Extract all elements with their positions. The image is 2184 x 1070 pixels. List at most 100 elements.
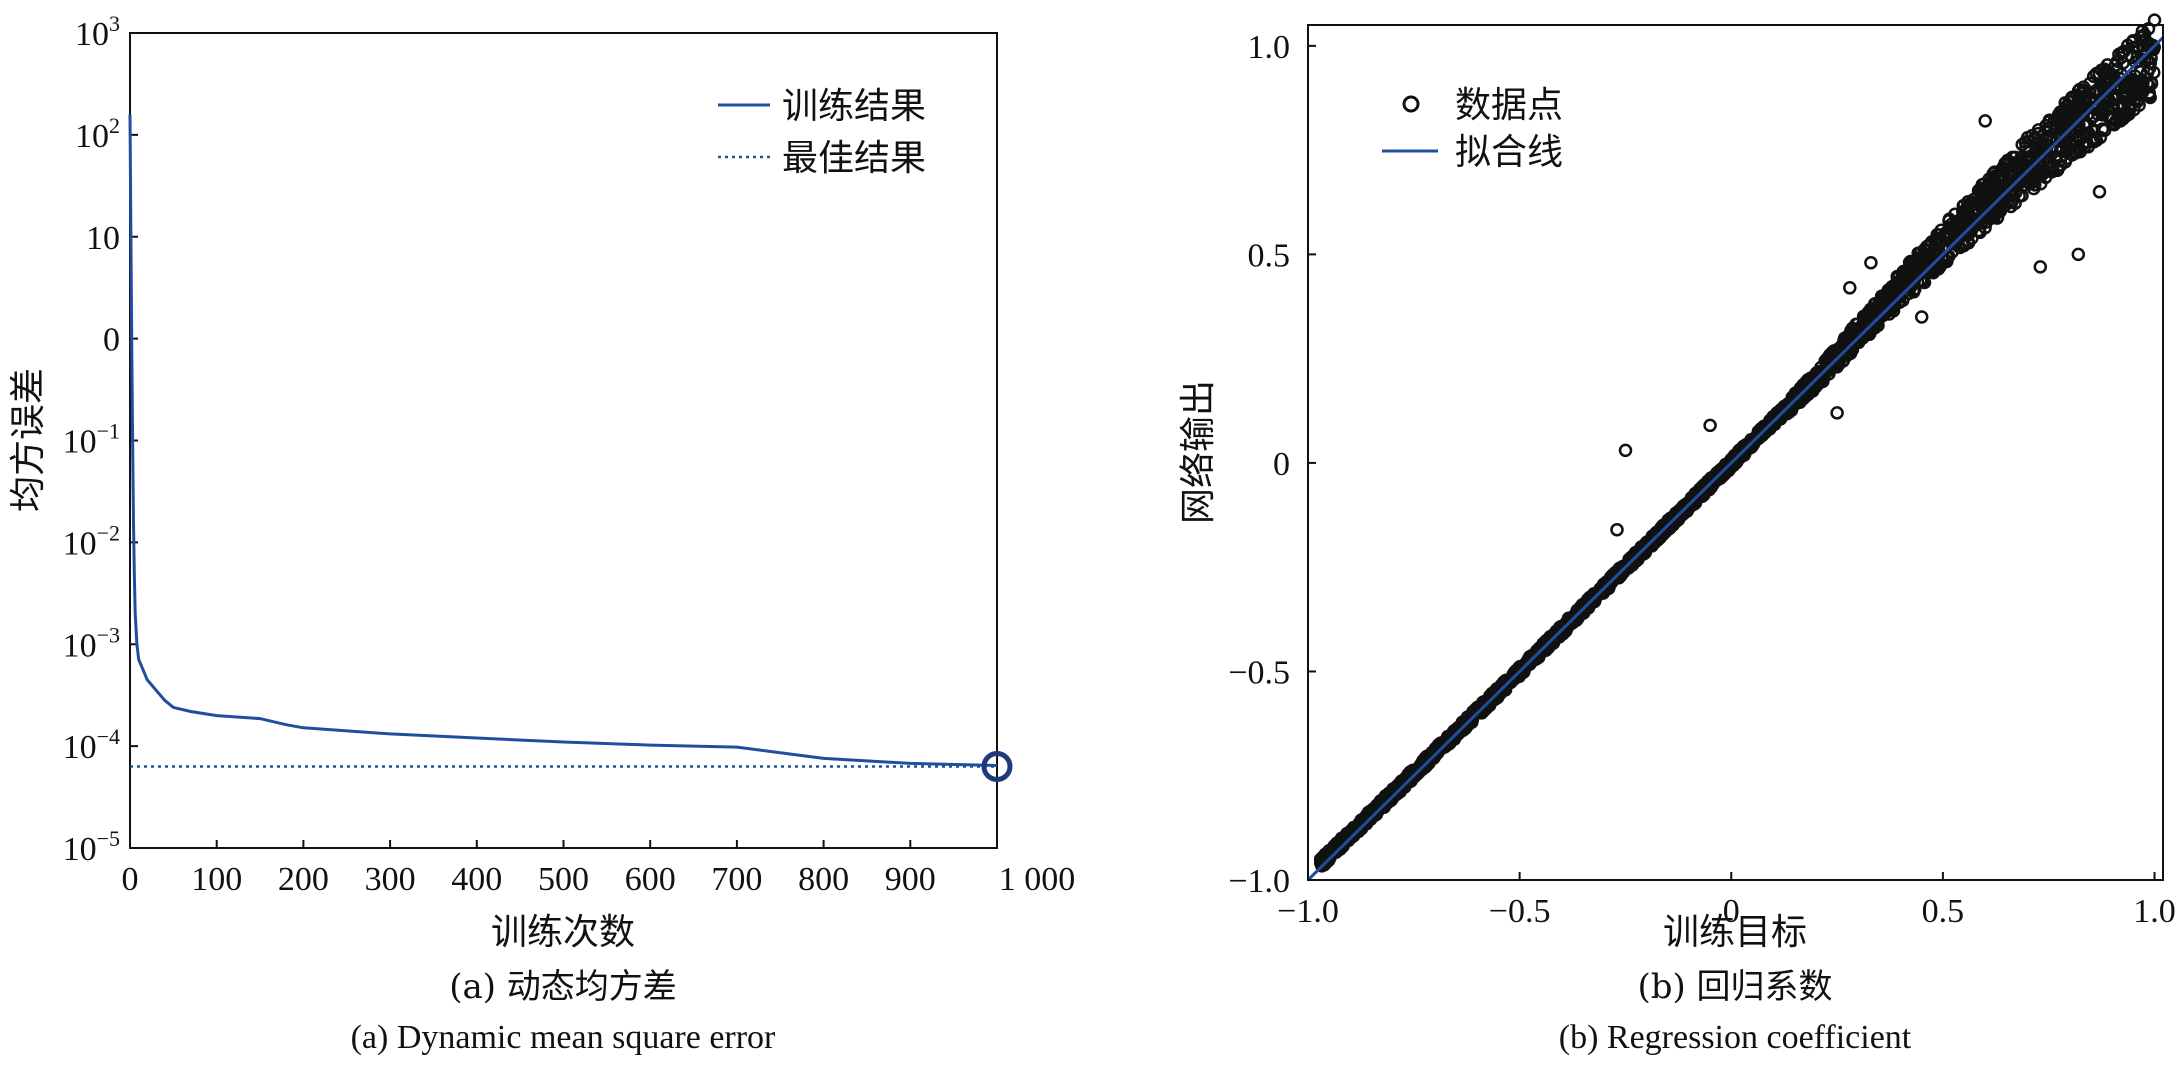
a-x-tick-label: 1 000 xyxy=(999,861,1076,898)
legend-circle-marker xyxy=(1402,95,1420,113)
scatter-point xyxy=(2042,115,2056,129)
a-x-tick-label: 800 xyxy=(798,861,849,898)
a-y-tick-base: 10 xyxy=(86,220,120,257)
panel-a-caption-en: (a) Dynamic mean square error xyxy=(351,1019,776,1056)
scatter-point xyxy=(1480,697,1495,711)
panel-b-legend: 数据点 拟合线 xyxy=(1382,85,1563,173)
scatter-point xyxy=(2012,154,2026,168)
scatter-point xyxy=(2004,199,2018,214)
scatter-point xyxy=(2053,105,2067,119)
panel-b-caption-cn: (b) 回归系数 xyxy=(1637,967,1832,1007)
scatter-point xyxy=(1906,285,1921,299)
scatter-point xyxy=(2112,71,2126,85)
a-x-tick-label: 300 xyxy=(365,861,416,898)
panel-a-caption-cn: (a) 动态均方差 xyxy=(449,967,677,1007)
legend-label-best-result: 最佳结果 xyxy=(782,138,926,179)
a-y-tick-exponent: −5 xyxy=(97,826,120,851)
scatter-point xyxy=(1765,417,1780,431)
a-y-tick-exponent: −3 xyxy=(97,622,120,647)
panel-b-y-ticks: −1.0 −0.5 0 0.5 1.0 xyxy=(1228,29,1316,900)
scatter-point xyxy=(1520,658,1535,672)
a-y-tick-exponent: 3 xyxy=(109,11,120,36)
scatter-point xyxy=(1844,339,1858,354)
a-y-tick-exponent: −2 xyxy=(97,520,120,545)
scatter-point xyxy=(1915,249,1930,263)
scatter-point xyxy=(1718,460,1732,474)
scatter-outlier-point xyxy=(2071,247,2086,262)
scatter-point xyxy=(1695,483,1710,498)
a-y-tick-base: 0 xyxy=(103,322,120,359)
scatter-point xyxy=(2062,142,2076,157)
scatter-point xyxy=(2110,99,2125,114)
scatter-point xyxy=(2033,164,2047,179)
scatter-point xyxy=(1965,231,1979,245)
a-x-tick-label: 100 xyxy=(191,861,242,898)
scatter-point xyxy=(1941,226,1955,241)
a-y-tick-label: 103 xyxy=(75,11,120,53)
panel-b-fit-line xyxy=(1306,36,2165,882)
scatter-point xyxy=(1509,666,1524,681)
scatter-point xyxy=(2093,130,2108,145)
panel-b-caption-en: (b) Regression coefficient xyxy=(1559,1019,1912,1056)
scatter-point xyxy=(1488,687,1503,702)
a-y-tick-label: 10 xyxy=(86,220,120,257)
a-x-tick-label: 500 xyxy=(538,861,589,898)
scatter-point xyxy=(1407,769,1422,784)
scatter-outlier-point xyxy=(1978,114,1992,128)
scatter-outlier-point xyxy=(1703,418,1717,433)
panel-b-x-ticks: −1.0 −0.5 0 0.5 1.0 xyxy=(1277,872,2176,930)
panel-a-y-axis-label: 均方误差 xyxy=(8,368,49,512)
scatter-point xyxy=(2031,123,2046,137)
scatter-point xyxy=(1362,810,1377,824)
b-y-tick-label: −0.5 xyxy=(1228,654,1290,691)
legend-label-data-points: 数据点 xyxy=(1455,85,1563,126)
scatter-point xyxy=(2032,150,2046,164)
a-y-tick-label: 10−1 xyxy=(63,419,120,461)
scatter-point xyxy=(1425,748,1440,762)
scatter-point xyxy=(1615,563,1630,577)
b-x-tick-label: 1.0 xyxy=(2133,893,2176,930)
scatter-outlier-point xyxy=(1830,406,1844,420)
b-x-tick-label: −0.5 xyxy=(1489,893,1551,930)
b-x-tick-label: 0.5 xyxy=(1922,893,1965,930)
scatter-point xyxy=(1596,580,1610,595)
scatter-point xyxy=(1892,274,1906,289)
scatter-point xyxy=(1982,172,1996,186)
a-y-tick-label: 10−3 xyxy=(63,622,120,664)
scatter-outlier-point xyxy=(1618,443,1633,458)
a-y-tick-label: 102 xyxy=(75,113,120,155)
scatter-outlier-point xyxy=(2033,260,2048,274)
b-y-tick-label: 0.5 xyxy=(1248,237,1291,274)
scatter-point xyxy=(2091,107,2105,122)
panel-b-frame xyxy=(1307,24,2164,881)
scatter-point xyxy=(2121,38,2135,53)
panel-b-x-axis-label: 训练目标 xyxy=(1663,912,1807,953)
scatter-point xyxy=(1780,401,1794,416)
scatter-point xyxy=(1818,354,1833,368)
a-y-tick-base: 10 xyxy=(63,627,97,664)
scatter-point xyxy=(1975,199,1989,214)
scatter-point xyxy=(2037,139,2051,154)
a-y-tick-base: 10 xyxy=(63,729,97,766)
scatter-point xyxy=(2114,113,2129,127)
scatter-outlier-point xyxy=(2126,80,2141,95)
panel-a-legend: 训练结果 最佳结果 xyxy=(718,86,926,179)
a-y-tick-base: 10 xyxy=(63,525,97,562)
scatter-point xyxy=(1974,184,1989,198)
panel-b-y-axis-label: 网络输出 xyxy=(1178,380,1219,524)
scatter-point xyxy=(1882,290,1897,305)
a-y-tick-exponent: −4 xyxy=(97,724,120,749)
a-y-tick-label: 0 xyxy=(103,322,120,359)
a-y-tick-base: 10 xyxy=(63,831,97,868)
scatter-point xyxy=(2080,127,2094,141)
scatter-point xyxy=(2009,177,2024,192)
b-y-tick-label: 0 xyxy=(1273,446,1290,483)
scatter-point xyxy=(2147,13,2162,27)
a-y-tick-base: 10 xyxy=(75,118,109,155)
scatter-point xyxy=(1341,833,1356,847)
scatter-point xyxy=(1857,310,1872,325)
panel-a-series xyxy=(128,114,1013,782)
